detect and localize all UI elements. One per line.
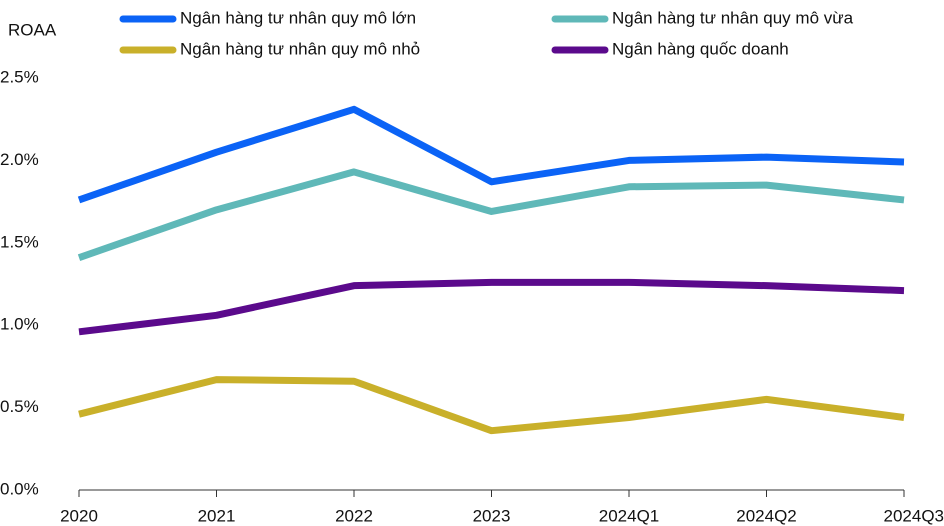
x-tick-label: 2024Q2 — [736, 506, 797, 525]
x-tick-label: 2022 — [335, 506, 373, 525]
x-tick-label: 2021 — [198, 506, 236, 525]
y-tick-label: 0.0% — [0, 479, 39, 498]
series-line — [78, 278, 905, 336]
y-tick-label: 2.0% — [0, 150, 39, 169]
legend-label: Ngân hàng tư nhân quy mô vừa — [612, 8, 854, 27]
y-tick-label: 1.0% — [0, 315, 39, 334]
series-line — [78, 376, 905, 435]
series-line — [77, 168, 905, 261]
x-tick-label: 2024Q3 — [884, 506, 944, 525]
x-tick-label: 2023 — [473, 506, 511, 525]
x-tick-label: 2024Q1 — [599, 506, 660, 525]
series-line — [77, 105, 905, 204]
legend-label: Ngân hàng tư nhân quy mô nhỏ — [180, 39, 420, 58]
y-tick-label: 1.5% — [0, 232, 39, 251]
legend-label: Ngân hàng quốc doanh — [612, 39, 789, 58]
legend-label: Ngân hàng tư nhân quy mô lớn — [180, 8, 416, 27]
x-tick-label: 2020 — [60, 506, 98, 525]
y-tick-label: 2.5% — [0, 67, 39, 86]
y-axis-label: ROAA — [8, 20, 57, 39]
y-tick-label: 0.5% — [0, 397, 39, 416]
